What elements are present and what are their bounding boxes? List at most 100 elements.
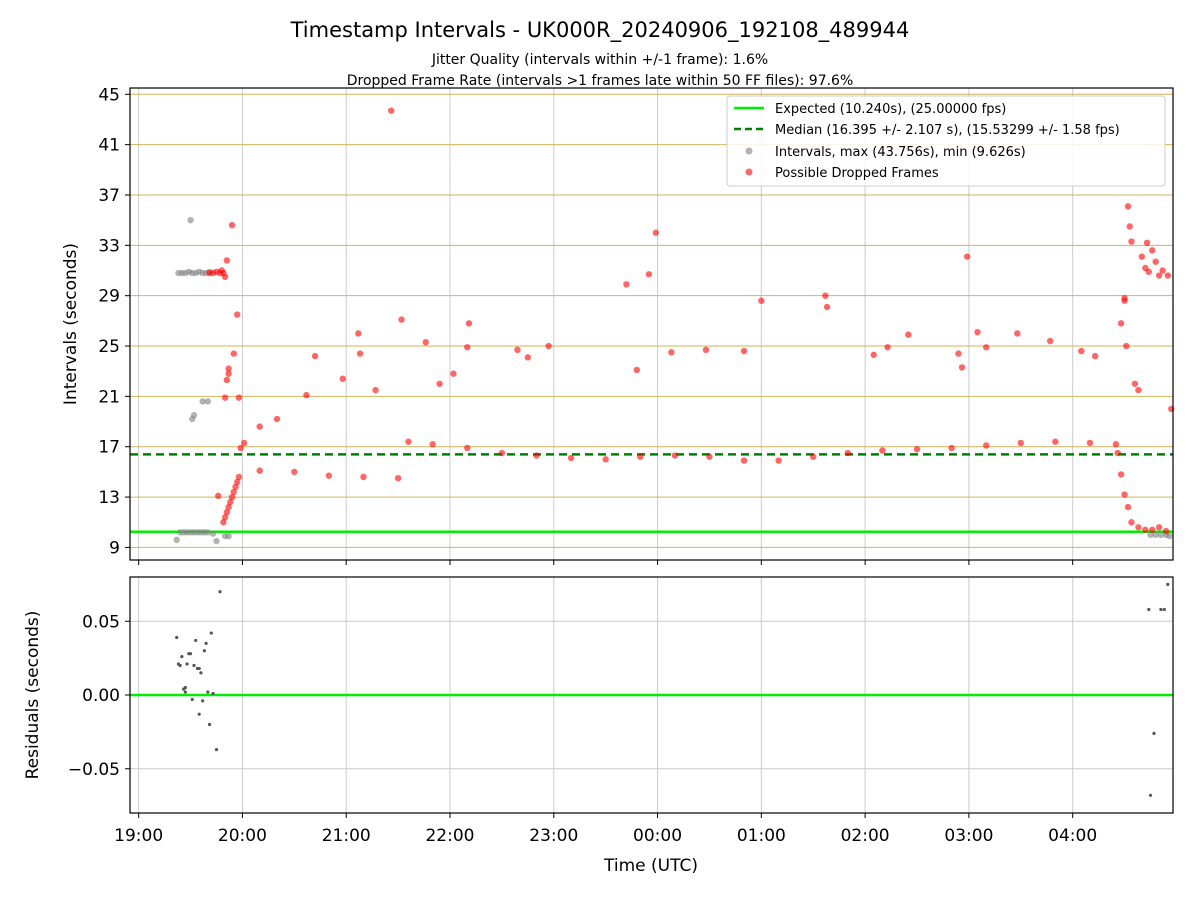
dropped-frame-point: [1046, 337, 1054, 345]
residual-point: [192, 663, 196, 668]
dropped-frame-point: [982, 344, 990, 351]
legend: Expected (10.240s), (25.00000 fps) Media…: [726, 95, 1166, 187]
dropped-frame-point: [533, 452, 540, 459]
dropped-frame-point: [1112, 441, 1120, 448]
interval-point: [199, 398, 206, 405]
dropped-frame-point: [1117, 471, 1125, 478]
dropped-frame-point: [740, 457, 748, 464]
bottom-axes: 19:00 20:00 21:00 22:00 23:00 00:00 01:00 02:00…: [68, 612, 1097, 846]
top-grid: [130, 88, 1173, 560]
dropped-frame-point: [356, 350, 364, 357]
dropped-frame-point: [823, 303, 831, 311]
residual-point: [190, 697, 194, 702]
legend-dropped-marker-icon: [745, 168, 753, 176]
dropped-frame-point: [405, 438, 412, 445]
residual-point: [183, 690, 187, 694]
dropped-frame-point: [240, 439, 248, 447]
dropped-frame-point: [1123, 342, 1130, 350]
dropped-frame-point: [1126, 223, 1133, 230]
x-tick-label: 04:00: [1048, 826, 1097, 846]
chart-title: Timestamp Intervals - UK000R_20240906_19…: [290, 18, 910, 43]
dropped-frame-point: [1086, 439, 1094, 447]
bottom-y-tick-label: 0.00: [82, 686, 120, 706]
dropped-frame-point: [450, 370, 457, 377]
bottom-y-tick-label: 0.05: [82, 612, 120, 632]
dropped-frame-point: [1155, 272, 1163, 279]
x-axis-label: Time (UTC): [603, 856, 698, 876]
interval-point: [204, 398, 212, 405]
dropped-frame-point: [567, 454, 575, 462]
residual-point: [1159, 607, 1163, 612]
dropped-frame-point: [671, 452, 679, 459]
dropped-frame-point: [225, 370, 232, 377]
dropped-frame-point: [844, 449, 852, 457]
interval-point: [225, 532, 232, 540]
dropped-frame-point: [1114, 449, 1121, 457]
top-y-tick-label: 17: [98, 438, 120, 458]
dropped-frame-point: [223, 508, 231, 516]
x-tick-label: 02:00: [841, 826, 890, 846]
dropped-frame-point: [237, 444, 244, 452]
dropped-frame-point: [602, 456, 609, 463]
residual-point: [1162, 607, 1166, 612]
dropped-frame-point: [1159, 267, 1166, 274]
dropped-frame-point: [228, 221, 236, 229]
top-y-tick-label: 9: [109, 538, 120, 558]
dropped-frame-point: [652, 229, 660, 236]
dropped-frame-point: [230, 350, 237, 357]
legend-dropped-label: Possible Dropped Frames: [775, 166, 939, 181]
dropped-frame-point: [464, 344, 471, 351]
dropped-frame-point: [810, 453, 817, 460]
residual-point: [1148, 793, 1153, 797]
dropped-frame-point: [870, 351, 877, 359]
top-y-tick-label: 37: [98, 186, 120, 206]
dropped-frame-point: [948, 444, 955, 452]
dropped-frame-point: [1162, 527, 1170, 535]
top-y-tick-label: 13: [98, 488, 120, 508]
dropped-frame-point: [498, 449, 506, 457]
dropped-frame-point: [668, 349, 675, 356]
interval-point: [1166, 532, 1173, 540]
interval-point: [1147, 531, 1154, 539]
residual-point: [188, 652, 193, 656]
dropped-frame-point: [215, 492, 222, 500]
x-tick-label: 19:00: [114, 826, 163, 846]
dropped-frame-point: [225, 503, 232, 511]
dropped-frame-point: [637, 453, 644, 460]
residual-point: [1152, 731, 1156, 735]
residual-point: [1166, 582, 1170, 586]
residual-point: [218, 590, 222, 594]
x-tick-label: 03:00: [944, 826, 993, 846]
interval-point: [209, 530, 217, 537]
bottom-scatter-points: [175, 582, 1170, 797]
residual-point: [180, 655, 184, 659]
dropped-frame-point: [227, 498, 234, 506]
dropped-frame-point: [1121, 491, 1128, 498]
chart-subtitle-dropped: Dropped Frame Rate (intervals >1 frames …: [347, 73, 854, 89]
dropped-frame-point: [955, 350, 962, 357]
dropped-frame-point: [884, 344, 891, 351]
dropped-frame-point: [387, 107, 395, 114]
dropped-frame-point: [633, 366, 640, 374]
dropped-frame-point: [623, 281, 630, 288]
legend-expected-label: Expected (10.240s), (25.00000 fps): [775, 102, 1006, 117]
dropped-frame-point: [740, 347, 748, 355]
dropped-frame-point: [235, 473, 243, 481]
top-y-tick-label: 33: [98, 236, 120, 256]
dropped-frame-point: [913, 446, 921, 453]
dropped-frame-point: [524, 354, 532, 361]
dropped-frame-point: [1138, 253, 1146, 260]
x-tick-label: 01:00: [737, 826, 786, 846]
dropped-frame-point: [398, 316, 405, 323]
residual-point: [1147, 607, 1151, 612]
dropped-frame-point: [958, 364, 966, 371]
dropped-frame-point: [905, 331, 912, 338]
residual-point: [197, 666, 201, 671]
dropped-frame-point: [436, 380, 443, 387]
residual-point: [175, 635, 179, 640]
top-y-tick-label: 21: [98, 387, 120, 407]
residual-point: [197, 712, 201, 716]
dropped-frame-point: [822, 292, 829, 299]
residual-point: [211, 691, 215, 696]
